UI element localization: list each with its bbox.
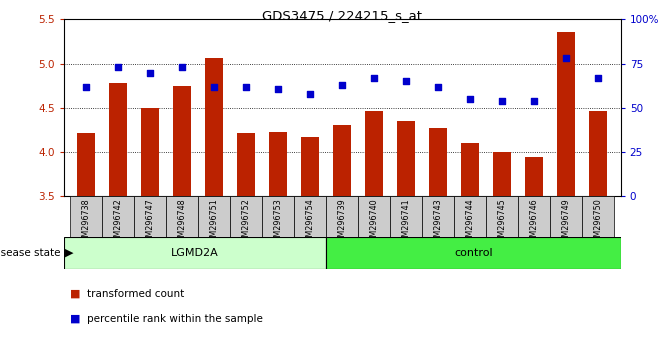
Point: [241, 84, 252, 90]
Bar: [366, 111, 383, 196]
Text: GSM296741: GSM296741: [402, 199, 411, 247]
Text: ▶: ▶: [65, 248, 74, 258]
Bar: [397, 121, 415, 196]
Text: GSM296738: GSM296738: [82, 199, 91, 247]
Text: control: control: [454, 248, 493, 258]
Text: ■: ■: [70, 314, 81, 324]
Bar: [525, 156, 543, 196]
Point: [401, 79, 411, 84]
Bar: [462, 143, 479, 196]
Point: [209, 84, 219, 90]
Text: GSM296747: GSM296747: [146, 199, 154, 247]
Bar: [301, 137, 319, 196]
Bar: [358, 196, 391, 237]
Text: GSM296751: GSM296751: [209, 199, 219, 247]
Bar: [589, 111, 607, 196]
Text: GSM296746: GSM296746: [530, 199, 539, 247]
Text: GSM296750: GSM296750: [594, 199, 603, 247]
Bar: [109, 83, 127, 196]
Bar: [142, 108, 159, 196]
Bar: [77, 133, 95, 196]
Point: [465, 96, 476, 102]
Text: percentile rank within the sample: percentile rank within the sample: [87, 314, 263, 324]
Point: [529, 98, 539, 104]
Bar: [518, 196, 550, 237]
Bar: [230, 196, 262, 237]
Text: disease state: disease state: [0, 248, 60, 258]
Text: LGMD2A: LGMD2A: [171, 248, 219, 258]
Text: GSM296745: GSM296745: [498, 199, 507, 247]
Point: [593, 75, 604, 81]
Point: [497, 98, 508, 104]
Text: GSM296744: GSM296744: [466, 199, 475, 247]
Bar: [454, 196, 486, 237]
Point: [176, 64, 187, 70]
Text: GSM296740: GSM296740: [370, 199, 378, 247]
Text: ■: ■: [70, 289, 81, 299]
Bar: [70, 196, 102, 237]
Point: [113, 64, 123, 70]
Point: [145, 70, 156, 75]
Point: [81, 84, 91, 90]
Bar: [198, 196, 230, 237]
Text: GSM296748: GSM296748: [178, 199, 187, 247]
Text: GSM296742: GSM296742: [113, 199, 123, 247]
Text: GSM296752: GSM296752: [242, 199, 251, 247]
Bar: [429, 129, 447, 196]
Bar: [262, 196, 294, 237]
Bar: [558, 32, 575, 196]
Bar: [493, 152, 511, 196]
Bar: [582, 196, 614, 237]
Bar: [166, 196, 198, 237]
Bar: [173, 86, 191, 196]
Bar: [326, 196, 358, 237]
Point: [305, 91, 315, 97]
Bar: [422, 196, 454, 237]
Text: GSM296753: GSM296753: [274, 199, 282, 247]
Bar: [391, 196, 422, 237]
Bar: [134, 196, 166, 237]
Point: [561, 56, 572, 61]
Bar: [326, 237, 621, 269]
Bar: [269, 132, 287, 196]
Point: [337, 82, 348, 88]
Text: GSM296754: GSM296754: [306, 199, 315, 247]
Text: transformed count: transformed count: [87, 289, 185, 299]
Bar: [294, 196, 326, 237]
Bar: [64, 237, 326, 269]
Bar: [333, 125, 351, 196]
Bar: [550, 196, 582, 237]
Text: GSM296743: GSM296743: [433, 199, 443, 247]
Bar: [102, 196, 134, 237]
Point: [273, 86, 284, 91]
Bar: [238, 133, 255, 196]
Bar: [205, 57, 223, 196]
Point: [369, 75, 380, 81]
Text: GSM296749: GSM296749: [562, 199, 571, 247]
Bar: [486, 196, 518, 237]
Text: GSM296739: GSM296739: [338, 199, 347, 247]
Point: [433, 84, 444, 90]
Text: GDS3475 / 224215_s_at: GDS3475 / 224215_s_at: [262, 9, 422, 22]
